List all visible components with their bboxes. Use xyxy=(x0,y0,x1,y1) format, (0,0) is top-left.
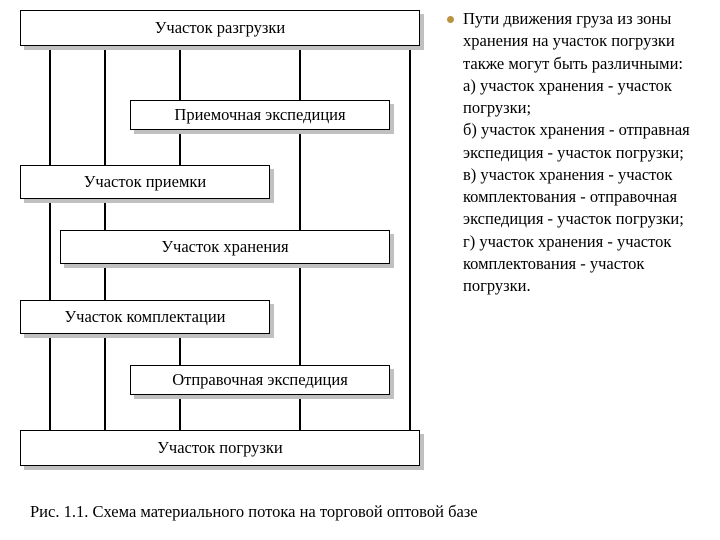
connector-line xyxy=(49,46,51,430)
flow-box-b6: Отправочная экспедиция xyxy=(130,365,390,395)
flow-box-b1: Участок разгрузки xyxy=(20,10,420,46)
flow-box-b4: Участок хранения xyxy=(60,230,390,264)
box-label: Участок погрузки xyxy=(157,439,283,458)
flow-box-b2: Приемочная экспедиция xyxy=(130,100,390,130)
box-front: Участок погрузки xyxy=(20,430,420,466)
connector-line xyxy=(179,334,181,365)
flowchart-diagram: Участок разгрузки Приемочная экспедиция Уч… xyxy=(0,0,440,490)
connector-line xyxy=(299,395,301,430)
connector-line xyxy=(299,130,301,230)
box-front: Участок комплектации xyxy=(20,300,270,334)
box-label: Участок хранения xyxy=(161,238,288,257)
box-label: Участок приемки xyxy=(84,173,207,192)
connector-line xyxy=(299,264,301,365)
connector-line xyxy=(179,395,181,430)
flow-box-b7: Участок погрузки xyxy=(20,430,420,466)
box-front: Участок приемки xyxy=(20,165,270,199)
description-text: Пути движения груза из зоны хранения на … xyxy=(445,8,710,478)
connector-line xyxy=(104,264,106,300)
connector-line xyxy=(409,46,411,430)
box-front: Участок разгрузки xyxy=(20,10,420,46)
connector-line xyxy=(179,130,181,165)
bullet-icon xyxy=(447,16,454,23)
figure-caption: Рис. 1.1. Схема материального потока на … xyxy=(30,502,690,522)
connector-line xyxy=(299,46,301,100)
connector-line xyxy=(104,334,106,430)
box-front: Участок хранения xyxy=(60,230,390,264)
box-front: Отправочная экспедиция xyxy=(130,365,390,395)
bullet-text-content: Пути движения груза из зоны хранения на … xyxy=(463,8,710,297)
box-label: Участок разгрузки xyxy=(155,19,286,38)
flow-box-b3: Участок приемки xyxy=(20,165,270,199)
flow-box-b5: Участок комплектации xyxy=(20,300,270,334)
box-label: Участок комплектации xyxy=(65,308,226,327)
box-label: Отправочная экспедиция xyxy=(172,371,348,390)
connector-line xyxy=(179,46,181,100)
box-label: Приемочная экспедиция xyxy=(174,106,345,125)
connector-line xyxy=(104,199,106,230)
connector-line xyxy=(104,46,106,165)
box-front: Приемочная экспедиция xyxy=(130,100,390,130)
